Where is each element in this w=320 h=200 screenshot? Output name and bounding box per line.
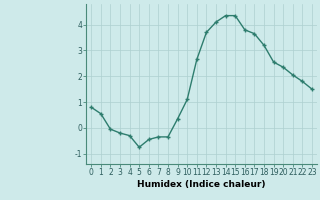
X-axis label: Humidex (Indice chaleur): Humidex (Indice chaleur) [137, 180, 266, 189]
